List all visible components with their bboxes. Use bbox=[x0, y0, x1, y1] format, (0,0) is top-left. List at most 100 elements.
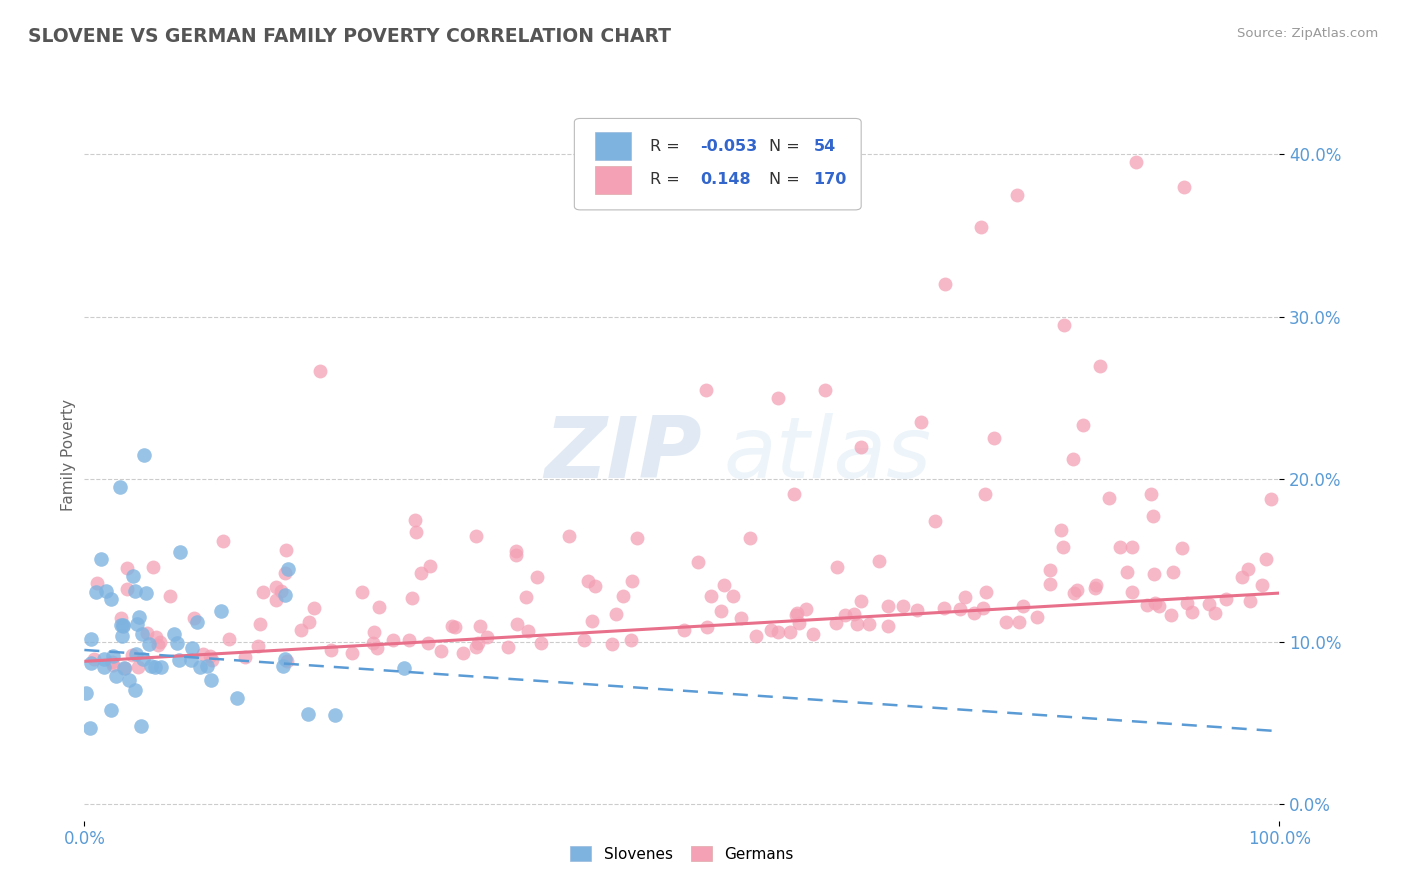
Point bbox=[249, 616, 271, 631]
Point bbox=[252, 585, 274, 599]
Point bbox=[1008, 615, 1031, 629]
Point bbox=[1204, 606, 1226, 620]
Point bbox=[710, 604, 733, 618]
Point bbox=[150, 660, 173, 674]
Point bbox=[297, 706, 319, 721]
Point bbox=[530, 636, 553, 650]
Point bbox=[361, 636, 384, 650]
Point bbox=[1084, 581, 1107, 595]
Point bbox=[515, 590, 537, 604]
Point bbox=[218, 632, 240, 647]
Point bbox=[576, 574, 599, 588]
Point bbox=[467, 636, 489, 650]
Point bbox=[972, 600, 994, 615]
Point bbox=[621, 574, 644, 588]
Point bbox=[132, 448, 156, 462]
Point bbox=[974, 585, 997, 599]
Point bbox=[1254, 552, 1277, 566]
Point bbox=[1171, 541, 1194, 555]
Point bbox=[209, 604, 232, 618]
Point bbox=[323, 708, 346, 723]
Point bbox=[934, 277, 956, 292]
Point bbox=[505, 548, 527, 562]
Point bbox=[1149, 599, 1171, 614]
Point bbox=[700, 589, 723, 603]
Point bbox=[129, 719, 152, 733]
Point bbox=[366, 641, 388, 656]
Point bbox=[93, 660, 115, 674]
Point bbox=[766, 391, 789, 405]
Point bbox=[136, 626, 159, 640]
Point bbox=[768, 624, 790, 639]
Point bbox=[100, 703, 122, 717]
Point bbox=[891, 599, 914, 614]
Point bbox=[274, 588, 297, 602]
Point bbox=[868, 554, 890, 568]
Point bbox=[970, 220, 993, 235]
Point bbox=[1062, 452, 1084, 467]
Point bbox=[713, 578, 735, 592]
Point bbox=[1250, 578, 1272, 592]
Point bbox=[1181, 606, 1204, 620]
Point bbox=[845, 616, 868, 631]
Point bbox=[127, 616, 149, 631]
Point bbox=[290, 624, 312, 638]
Point bbox=[877, 619, 900, 633]
Point bbox=[1139, 487, 1161, 501]
Point bbox=[114, 661, 136, 675]
Point bbox=[721, 589, 744, 603]
Point bbox=[211, 533, 233, 548]
Point bbox=[1090, 359, 1112, 373]
Point bbox=[785, 607, 807, 622]
Point bbox=[695, 383, 717, 397]
Point bbox=[382, 633, 405, 648]
Point bbox=[1260, 491, 1282, 506]
Point bbox=[1025, 610, 1047, 624]
Point bbox=[169, 653, 191, 667]
Point bbox=[149, 634, 172, 648]
Point bbox=[90, 552, 112, 566]
Point bbox=[405, 525, 427, 540]
Point bbox=[142, 560, 165, 574]
Point bbox=[131, 626, 153, 640]
Point bbox=[1039, 576, 1062, 591]
Point bbox=[441, 619, 464, 633]
Point bbox=[104, 669, 127, 683]
Point bbox=[135, 586, 157, 600]
Point bbox=[86, 585, 108, 599]
Point bbox=[309, 364, 332, 378]
Point bbox=[963, 606, 986, 620]
Point bbox=[730, 611, 752, 625]
Point bbox=[505, 544, 527, 558]
Point bbox=[96, 583, 118, 598]
Point bbox=[842, 607, 865, 621]
Point bbox=[416, 635, 439, 649]
Point bbox=[190, 659, 212, 673]
Point bbox=[367, 600, 389, 615]
Legend: Slovenes, Germans: Slovenes, Germans bbox=[564, 840, 800, 868]
Point bbox=[79, 721, 101, 735]
Point bbox=[138, 637, 160, 651]
Point bbox=[225, 690, 247, 705]
Point bbox=[825, 559, 848, 574]
Point bbox=[1125, 155, 1147, 169]
Point bbox=[166, 636, 188, 650]
Point bbox=[1236, 562, 1258, 576]
Point bbox=[1161, 565, 1184, 579]
Point bbox=[183, 611, 205, 625]
Point bbox=[110, 480, 132, 494]
Point bbox=[429, 644, 451, 658]
Point bbox=[124, 682, 146, 697]
Point bbox=[163, 627, 186, 641]
Point bbox=[740, 531, 762, 545]
Point bbox=[340, 646, 363, 660]
Point bbox=[276, 654, 298, 668]
Point bbox=[955, 591, 977, 605]
Point bbox=[1012, 599, 1035, 613]
Point bbox=[451, 646, 474, 660]
Point bbox=[557, 529, 579, 543]
Point bbox=[1053, 318, 1076, 332]
Point bbox=[526, 570, 548, 584]
Point bbox=[470, 619, 492, 633]
Point bbox=[352, 585, 374, 599]
